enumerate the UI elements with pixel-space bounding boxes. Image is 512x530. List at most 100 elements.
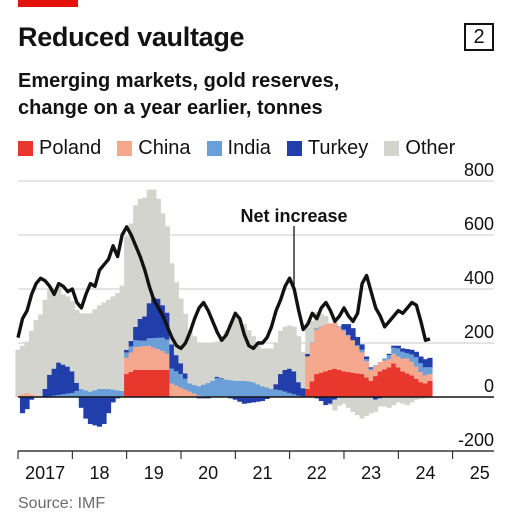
bar-segment-india <box>83 390 89 397</box>
bar-segment-india <box>400 351 406 359</box>
bar-segment-china <box>391 353 397 364</box>
bar-segment-turkey <box>345 324 352 335</box>
bar-segment-other <box>268 348 275 389</box>
bar-segment-poland <box>373 376 379 397</box>
legend-item-turkey: Turkey <box>286 137 369 160</box>
bar-segment-india <box>178 374 184 388</box>
x-tick-label: 18 <box>89 463 109 483</box>
bar-segment-china <box>146 345 152 370</box>
bar-segment-turkey <box>359 344 365 350</box>
bar-segment-turkey <box>305 353 311 357</box>
x-tick-label: 24 <box>415 463 435 483</box>
bar-segment-turkey <box>146 303 152 339</box>
bar-segment-india <box>60 394 66 397</box>
bar-segment-india <box>137 340 143 347</box>
bar-segment-poland <box>400 371 406 397</box>
bar-segment-india <box>291 394 297 397</box>
bar-segment-turkey <box>273 384 279 390</box>
brand-red-rule <box>18 0 78 7</box>
bar-segment-turkey <box>418 356 424 364</box>
bar-segment-india <box>56 394 62 397</box>
bar-segment-china <box>155 349 161 370</box>
bar-segment-other <box>232 316 238 381</box>
bar-segment-china <box>309 343 315 382</box>
bar-segment-other <box>400 397 406 404</box>
x-tick-label: 19 <box>144 463 164 483</box>
bar-segment-india <box>105 388 112 397</box>
bar-segment-turkey <box>19 397 26 414</box>
bar-segment-india <box>382 358 388 361</box>
bar-segment-turkey <box>96 397 103 427</box>
bar-segment-india <box>418 363 424 373</box>
bar-segment-turkey <box>133 326 139 341</box>
bar-segment-other <box>164 226 170 313</box>
x-tick-label: 20 <box>198 463 218 483</box>
bar-segment-other <box>404 397 410 406</box>
bar-segment-india <box>250 382 256 397</box>
bar-segment-other <box>187 329 193 384</box>
bar-segment-other <box>96 305 103 389</box>
bar-segment-turkey <box>29 397 35 400</box>
legend-item-other: Other <box>384 137 455 160</box>
bar-segment-india <box>404 353 410 359</box>
legend-item-india: India <box>206 137 271 160</box>
bar-segment-turkey <box>427 357 433 368</box>
bar-segment-poland <box>155 370 161 397</box>
legend-label: Other <box>405 137 456 159</box>
bar-segment-poland <box>418 382 424 397</box>
bar-segment-turkey <box>332 397 338 400</box>
bar-segment-poland <box>133 370 139 397</box>
bar-segment-turkey <box>178 363 184 375</box>
bar-segment-china <box>187 391 193 397</box>
bar-segment-poland <box>137 370 143 397</box>
annotation-net-increase: Net increase <box>240 206 347 226</box>
bar-segment-poland <box>327 370 333 397</box>
bar-segment-china <box>164 353 170 370</box>
bar-segment-turkey <box>124 349 130 353</box>
y-tick-label: 400 <box>464 268 494 288</box>
x-tick-label: 23 <box>361 463 381 483</box>
legend-swatch <box>286 141 302 156</box>
y-tick-label: 0 <box>484 376 494 396</box>
bar-segment-turkey <box>110 397 116 403</box>
bar-segment-turkey <box>128 340 134 347</box>
bar-segment-india <box>205 383 211 397</box>
bar-segment-other <box>291 326 297 372</box>
bar-segment-poland <box>336 370 343 397</box>
bar-segment-turkey <box>92 397 98 426</box>
bar-segment-other <box>124 236 130 350</box>
bar-segment-turkey <box>300 388 306 397</box>
bar-segment-india <box>133 340 139 348</box>
bar-segment-turkey <box>422 359 429 368</box>
bar-segment-turkey <box>323 397 329 406</box>
bar-segment-other <box>56 286 62 363</box>
bar-segment-turkey <box>404 349 410 354</box>
bar-segment-other <box>205 342 211 384</box>
bar-segment-india <box>246 381 252 397</box>
bar-segment-turkey <box>318 397 324 402</box>
bar-segment-other <box>178 298 184 364</box>
legend-label: Turkey <box>307 137 369 159</box>
bar-segment-other <box>377 398 383 407</box>
bar-segment-india <box>182 378 189 390</box>
bar-segment-india <box>273 389 279 397</box>
bar-segment-turkey <box>232 397 238 400</box>
bar-segment-poland <box>391 363 397 397</box>
bar-segment-india <box>359 349 365 353</box>
bar-segment-india <box>201 384 207 397</box>
bar-segment-other <box>287 325 293 369</box>
bar-segment-india <box>101 388 107 397</box>
chart-number-badge: 2 <box>464 23 494 51</box>
bar-segment-turkey <box>264 397 270 400</box>
legend-item-china: China <box>117 137 191 160</box>
chart-legend: Poland China India Turkey Other <box>18 137 471 160</box>
bar-segment-india <box>345 334 352 336</box>
x-tick-label: 25 <box>470 463 490 483</box>
bar-segment-turkey <box>287 368 293 393</box>
bar-segment-turkey <box>78 397 84 408</box>
bar-segment-china <box>178 387 184 397</box>
bar-segment-turkey <box>214 376 220 379</box>
bar-segment-china <box>418 372 424 383</box>
bar-segment-other <box>105 299 112 389</box>
bar-segment-india <box>223 379 229 397</box>
